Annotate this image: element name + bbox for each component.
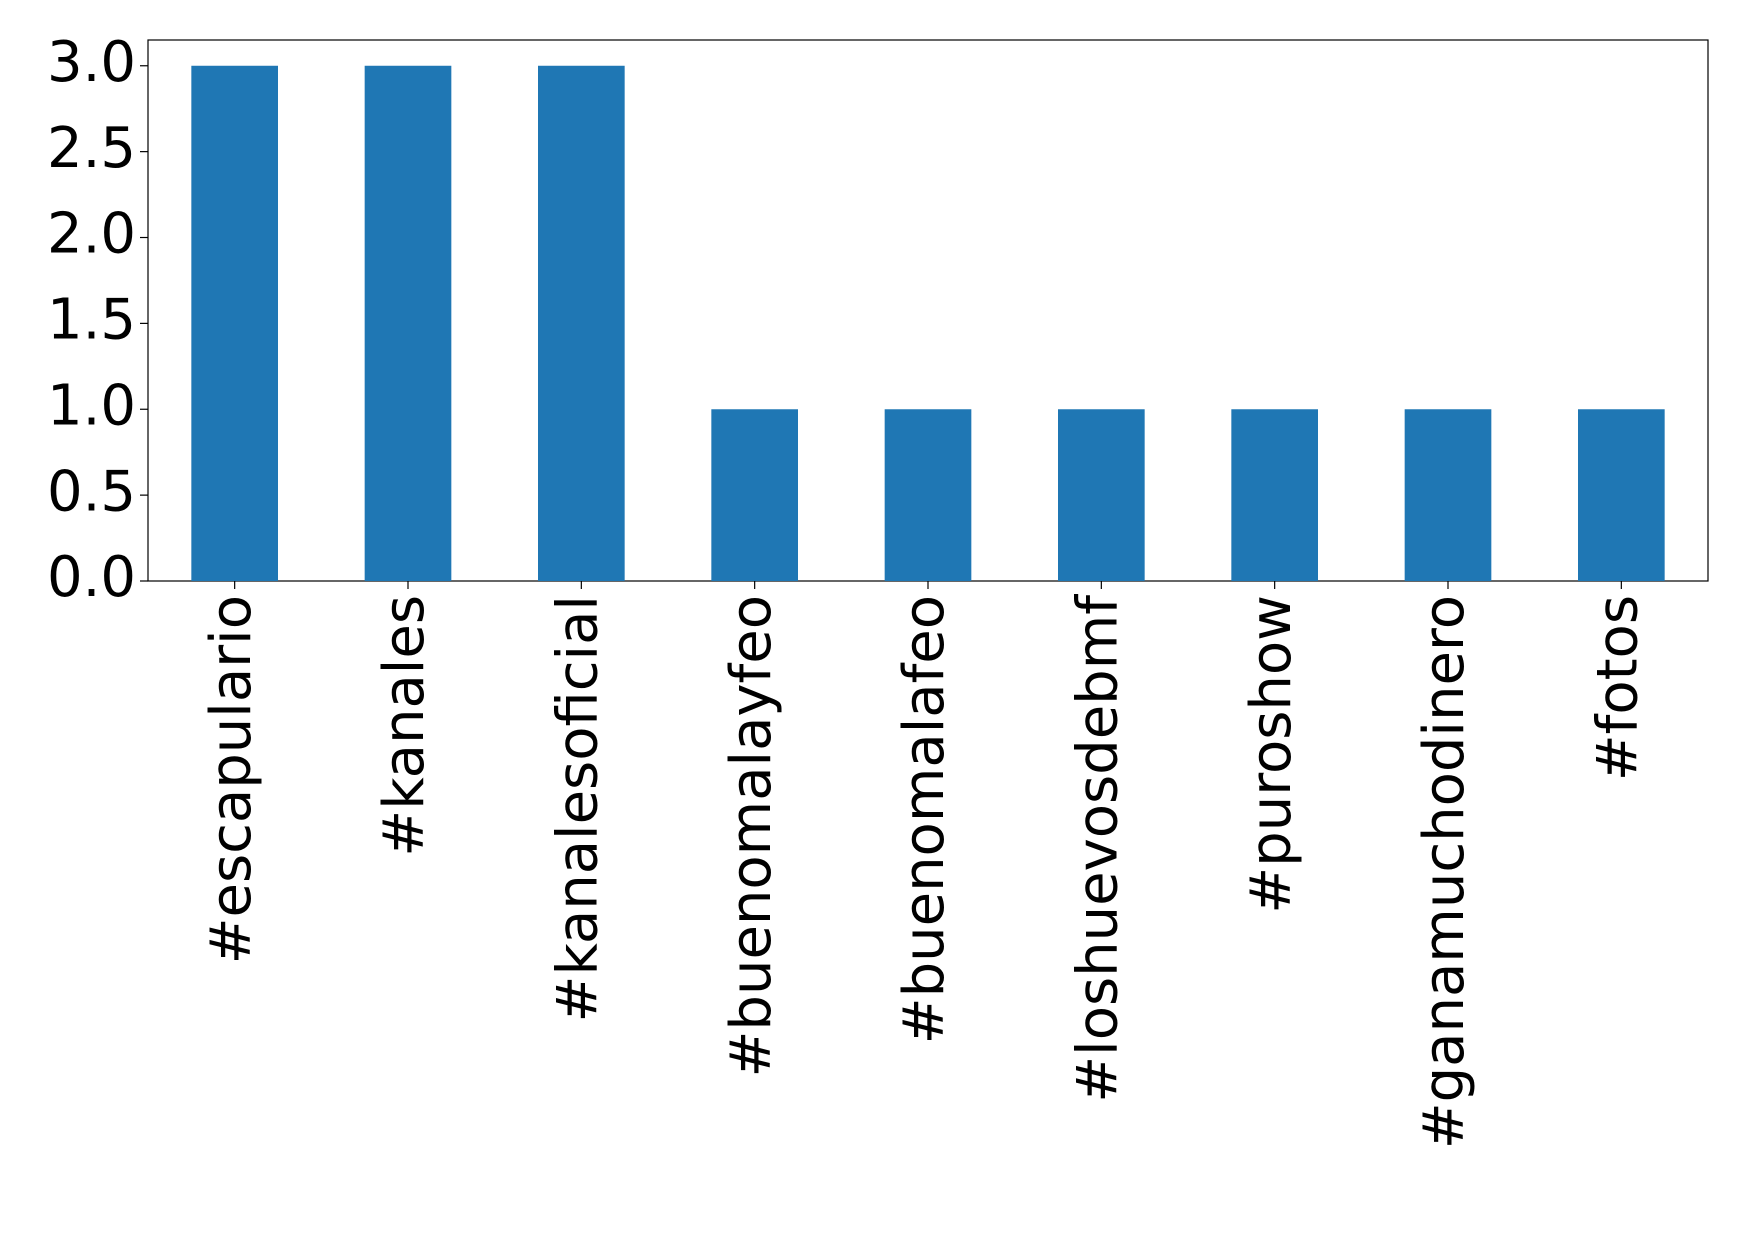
- x-tick-label: #loshuevosdebmf: [1065, 594, 1130, 1103]
- x-tick-label: #fotos: [1585, 595, 1650, 781]
- y-tick-label: 0.5: [47, 459, 136, 524]
- y-tick-label: 2.0: [47, 202, 136, 267]
- bar: [538, 65, 625, 581]
- bar: [1578, 409, 1665, 581]
- y-tick-label: 1.5: [47, 288, 136, 353]
- bar: [191, 65, 278, 581]
- bar: [1231, 409, 1318, 581]
- y-tick-label: 3.0: [47, 30, 136, 95]
- bar: [1058, 409, 1145, 581]
- x-tick-label: #kanales: [372, 595, 437, 857]
- x-tick-label: #buenomalayfeo: [719, 595, 784, 1077]
- x-tick-label: #ganamuchodinero: [1412, 595, 1477, 1149]
- x-tick-label: #buenomalafeo: [892, 595, 957, 1044]
- y-tick-label: 0.0: [47, 545, 136, 610]
- bar: [884, 409, 972, 581]
- x-tick-label: #puroshow: [1239, 595, 1304, 914]
- bar: [711, 409, 798, 581]
- y-tick-label: 2.5: [47, 116, 136, 181]
- y-tick-label: 1.0: [47, 373, 136, 438]
- bar: [364, 65, 452, 581]
- bar: [1404, 409, 1492, 581]
- x-tick-label: #escapulario: [199, 595, 264, 964]
- x-tick-label: #kanalesoficial: [545, 595, 610, 1022]
